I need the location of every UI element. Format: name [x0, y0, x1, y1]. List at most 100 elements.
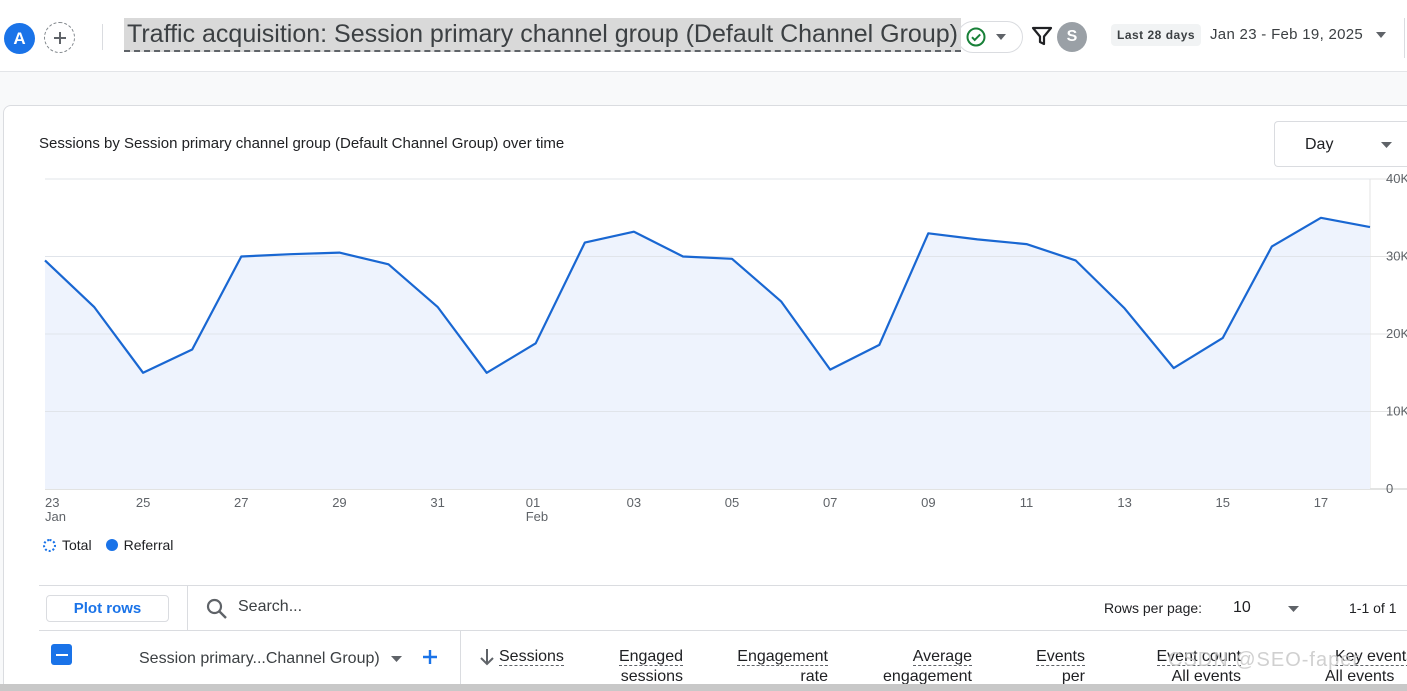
data-point[interactable] [1169, 363, 1179, 373]
add-dimension-icon[interactable] [421, 648, 439, 666]
data-point[interactable] [285, 249, 295, 259]
x-tick-label: 13 [1117, 495, 1131, 510]
x-tick-sublabel: Jan [45, 509, 66, 524]
data-point[interactable] [972, 234, 982, 244]
data-point[interactable] [384, 259, 394, 269]
referral-series-line [44, 216, 1371, 374]
chart-title: Sessions by Session primary channel grou… [39, 135, 565, 152]
data-point[interactable] [776, 296, 786, 306]
legend-total-marker[interactable] [43, 538, 56, 552]
rows-caret-down-icon[interactable] [1288, 606, 1299, 612]
dimension-caret-down-icon[interactable] [391, 656, 402, 662]
data-point[interactable] [1267, 241, 1277, 251]
watermark: CSDN @SEO-faper [1168, 649, 1361, 671]
legend-referral-label[interactable]: Referral [123, 537, 174, 553]
legend-total-label[interactable]: Total [62, 537, 92, 553]
data-point[interactable] [580, 238, 590, 248]
x-tick-label: 11 [1020, 495, 1034, 510]
date-caret-down-icon[interactable] [1376, 32, 1386, 38]
data-point[interactable] [825, 365, 835, 375]
report-header: A Traffic acquisition: Session primary c… [0, 0, 1407, 72]
data-point[interactable] [334, 248, 344, 258]
header-divider [102, 24, 103, 50]
toolbar-divider [187, 586, 188, 630]
x-tick-label: 01 [526, 495, 540, 510]
x-tick-label: 27 [234, 495, 248, 510]
data-point[interactable] [1316, 213, 1326, 223]
data-point[interactable] [1021, 239, 1031, 249]
search-icon [206, 598, 227, 619]
column-header-engaged-sessions-line2: sessions [620, 668, 683, 685]
report-title[interactable]: Traffic acquisition: Session primary cha… [124, 18, 961, 52]
x-tick-label: 07 [823, 495, 837, 510]
y-tick-label: 10K [1386, 404, 1407, 419]
x-tick-label: 29 [332, 495, 346, 510]
data-point[interactable] [1120, 303, 1130, 313]
data-point[interactable] [629, 227, 639, 237]
column-header-sessions[interactable]: Sessions [499, 648, 564, 666]
column-header-key-events[interactable]: Key events [1335, 646, 1407, 668]
data-point[interactable] [727, 254, 737, 264]
pagination-status: 1-1 of 1 [1349, 600, 1397, 616]
dimension-column-header[interactable]: Session primary...Channel Group) [139, 650, 380, 667]
y-tick-label: 20K [1386, 326, 1407, 341]
select-all-checkbox[interactable] [51, 644, 72, 665]
add-comparison-button[interactable] [44, 22, 75, 53]
granularity-value: Day [1305, 136, 1334, 153]
x-tick-label: 09 [921, 495, 935, 510]
data-point[interactable] [1071, 255, 1081, 265]
column-header-engagement-rate-line2: rate [800, 668, 828, 685]
caret-down-icon [1381, 142, 1392, 148]
x-tick-sublabel: Feb [526, 509, 548, 524]
bottom-scroll-bar [0, 684, 1407, 691]
table-top-divider [39, 585, 1407, 586]
indeterminate-mark [55, 653, 68, 656]
data-point[interactable] [678, 252, 688, 262]
data-point[interactable] [433, 302, 443, 312]
data-point[interactable] [874, 340, 884, 350]
y-tick-label: 40K [1386, 171, 1407, 186]
rows-per-page-select[interactable]: 10 [1233, 599, 1251, 616]
x-tick-label: 17 [1314, 495, 1328, 510]
header-right-divider [1404, 18, 1405, 58]
column-header-events-per[interactable]: Events [1036, 648, 1085, 666]
data-point[interactable] [187, 345, 197, 355]
granularity-select[interactable]: Day [1274, 121, 1407, 167]
data-point[interactable] [236, 252, 246, 262]
x-tick-label: 23 [45, 495, 59, 510]
x-tick-label: 03 [627, 495, 641, 510]
check-circle-icon [966, 27, 986, 47]
caret-down-icon [996, 34, 1006, 40]
data-point[interactable] [40, 255, 50, 265]
data-point[interactable] [923, 228, 933, 238]
table-search-input[interactable] [238, 598, 658, 616]
column-header-average-engagement-line2: engagement [883, 668, 972, 685]
column-header-event-count[interactable]: Event count [1156, 648, 1241, 666]
legend-referral-marker[interactable] [105, 539, 118, 551]
filter-icon[interactable] [1031, 25, 1053, 47]
data-point[interactable] [138, 368, 148, 378]
column-header-event-count-line2[interactable]: All events [1171, 668, 1241, 685]
data-point[interactable] [1365, 222, 1375, 232]
property-avatar[interactable]: A [4, 23, 35, 54]
rows-per-page-label: Rows per page: [1104, 600, 1203, 616]
data-point[interactable] [1218, 333, 1228, 343]
table-header-divider [39, 630, 1407, 631]
report-status-dropdown[interactable] [957, 21, 1023, 53]
column-header-engagement-rate[interactable]: Engagement [737, 648, 828, 666]
sort-descending-icon[interactable] [479, 648, 495, 666]
x-tick-label: 05 [725, 495, 739, 510]
data-point[interactable] [89, 302, 99, 312]
column-header-key-events-line2[interactable]: All events [1325, 668, 1395, 685]
dimension-column-divider [460, 631, 461, 691]
column-header-engaged-sessions[interactable]: Engaged [618, 648, 683, 666]
column-header-average-engagement[interactable]: Average [912, 648, 972, 666]
user-avatar[interactable]: S [1057, 22, 1087, 52]
data-point[interactable] [482, 368, 492, 378]
x-tick-label: 31 [430, 495, 444, 510]
data-point[interactable] [531, 338, 541, 348]
date-range-picker[interactable]: Jan 23 - Feb 19, 2025 [1210, 26, 1364, 43]
chart-legend: Total Referral [43, 537, 173, 553]
plot-rows-button[interactable]: Plot rows [46, 595, 169, 622]
